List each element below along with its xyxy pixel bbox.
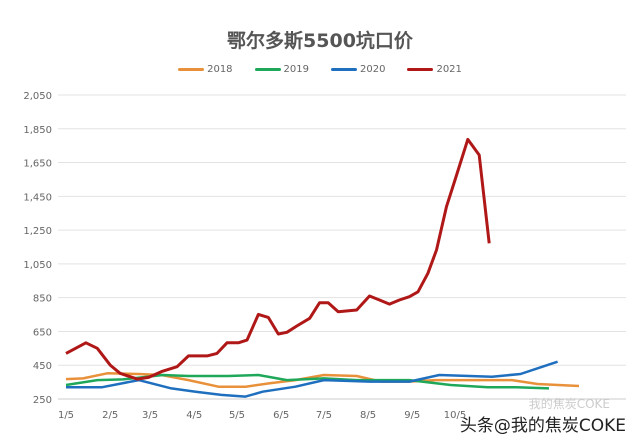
legend-swatch xyxy=(254,68,281,71)
y-tick-label: 450 xyxy=(33,361,52,372)
y-tick-label: 1,850 xyxy=(23,125,52,136)
legend-item-2021: 2021 xyxy=(407,64,462,75)
x-tick-label: 7/5 xyxy=(316,410,332,421)
watermark: 头条@我的焦炭COKE xyxy=(459,416,626,436)
watermark-faded: 我的焦炭COKE xyxy=(528,397,610,411)
y-tick-label: 850 xyxy=(33,294,52,305)
chart-title: 鄂尔多斯5500坑口价 xyxy=(227,30,413,52)
series-line-2021 xyxy=(65,137,491,381)
x-tick-label: 5/5 xyxy=(229,410,245,421)
legend-label: 2019 xyxy=(283,64,309,75)
legend-item-2020: 2020 xyxy=(331,64,385,75)
x-tick-label: 2/5 xyxy=(102,410,118,421)
y-tick-label: 1,650 xyxy=(23,159,52,170)
legend-item-2018: 2018 xyxy=(178,64,233,75)
legend-label: 2020 xyxy=(360,64,386,75)
y-tick-label: 1,050 xyxy=(23,260,52,271)
y-tick-label: 1,250 xyxy=(23,226,52,237)
x-tick-label: 6/5 xyxy=(273,410,289,421)
x-tick-label: 1/5 xyxy=(58,410,74,421)
x-tick-label: 4/5 xyxy=(186,410,202,421)
legend-label: 2021 xyxy=(436,64,462,75)
legend-swatch xyxy=(407,68,434,71)
x-tick-label: 10/5 xyxy=(444,410,466,421)
x-tick-label: 8/5 xyxy=(360,410,376,421)
y-tick-label: 250 xyxy=(33,395,52,406)
legend-swatch xyxy=(331,68,357,71)
y-tick-label: 2,050 xyxy=(23,91,52,102)
legend-swatch xyxy=(178,68,205,71)
legend-label: 2018 xyxy=(207,64,233,75)
legend: 2018 2019 2020 2021 xyxy=(0,64,640,75)
y-tick-label: 650 xyxy=(33,327,52,338)
series-line-2020 xyxy=(66,360,558,398)
x-tick-label: 3/5 xyxy=(142,410,158,421)
legend-item-2019: 2019 xyxy=(254,64,309,75)
y-tick-label: 1,450 xyxy=(23,192,52,203)
x-tick-label: 9/5 xyxy=(404,410,420,421)
